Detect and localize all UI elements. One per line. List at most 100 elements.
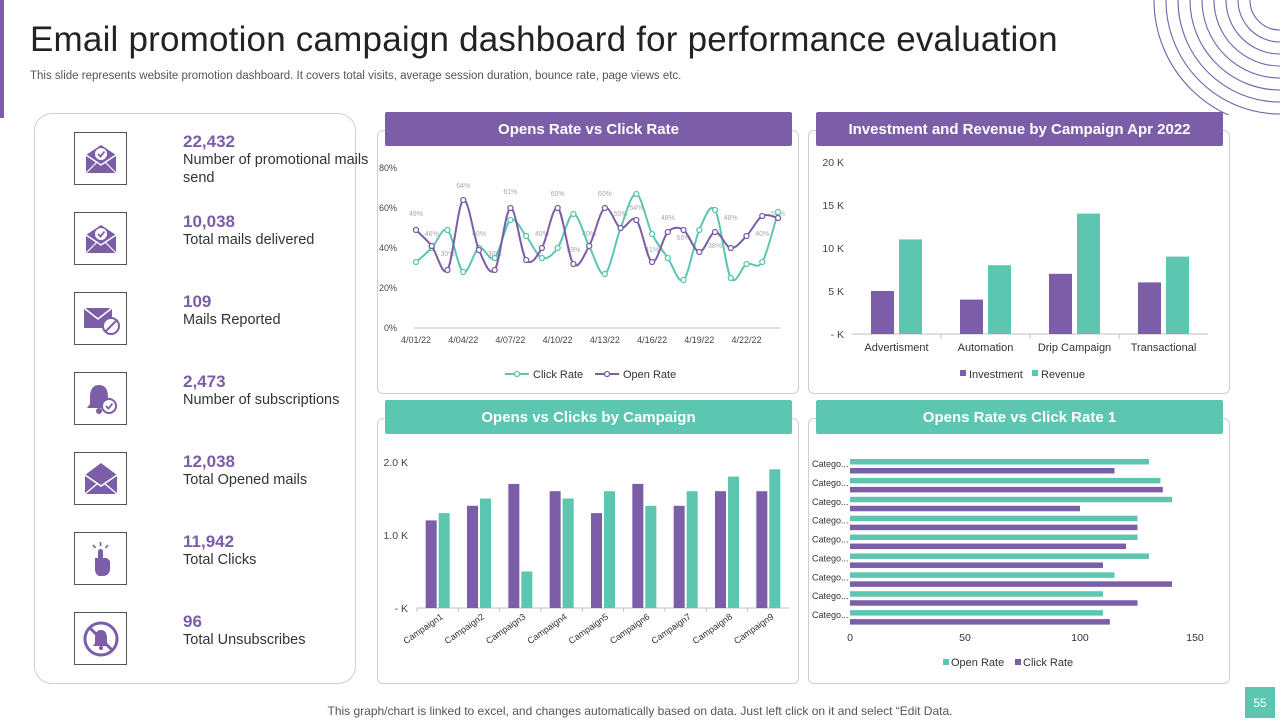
x-tick-label: 4/04/22: [448, 335, 478, 345]
y-tick-label: 2.0 K: [383, 457, 408, 469]
data-point: [570, 210, 577, 218]
y-tick-label: 20%: [379, 283, 397, 293]
data-label: 40%: [582, 231, 596, 238]
bar: [960, 299, 983, 334]
bar: [850, 524, 1138, 531]
bar: [850, 581, 1172, 587]
kpi-icon-box: [74, 532, 127, 585]
open-envelope-icon: [84, 462, 117, 495]
data-label: 30%: [488, 251, 502, 258]
kpi-label: Total Opened mails: [183, 472, 308, 488]
bar: [850, 515, 1138, 522]
data-point: [601, 204, 609, 212]
kpi-label: Total Unsubscribes: [183, 632, 306, 648]
bar: [562, 498, 574, 608]
kpi-icon-box: [74, 452, 127, 505]
chart-header: Opens Rate vs Click Rate: [385, 112, 792, 146]
bar: [591, 513, 602, 608]
legend-marker: [513, 370, 521, 378]
legend-label: Revenue: [1041, 369, 1085, 381]
bar: [645, 505, 657, 608]
y-tick-label: 0%: [384, 323, 397, 333]
data-point: [696, 248, 703, 256]
chart-header: Investment and Revenue by Campaign Apr 2…: [816, 112, 1223, 146]
x-tick-label: Campaign6: [608, 611, 651, 646]
bar: [899, 239, 922, 334]
data-label: 41%: [645, 247, 659, 254]
bar: [850, 534, 1138, 541]
x-tick-label: 150: [1186, 632, 1204, 644]
y-tick-label: Catego...: [812, 610, 849, 620]
kpi-unsubscribes: 96 Total Unsubscribes: [74, 612, 384, 672]
data-point: [538, 254, 546, 262]
bar: [438, 513, 450, 608]
y-tick-label: 20 K: [822, 157, 844, 169]
data-point: [507, 204, 514, 212]
x-tick-label: Automation: [958, 342, 1014, 354]
bar-chart-investment-revenue: - K 5 K 10 K 15 K 20 K Advertisment Automation…: [822, 157, 1208, 381]
footer-note: This graph/chart is linked to excel, and…: [327, 704, 953, 718]
bar: [850, 591, 1103, 597]
data-point: [523, 232, 530, 240]
legend-label: Click Rate: [1023, 657, 1073, 669]
legend-swatch: [960, 370, 966, 376]
bar: [686, 491, 698, 608]
kpi-label: Total mails delivered: [183, 232, 315, 248]
bar: [850, 477, 1161, 484]
bar: [756, 491, 768, 608]
data-point: [444, 226, 451, 234]
accent-bar: [0, 0, 4, 118]
x-tick-label: Advertisment: [864, 342, 928, 354]
bar-chart-opens-clicks: - K 1.0 K 2.0 K Campaign1Campaign2Campaign3…: [383, 457, 789, 646]
chart-header: Opens Rate vs Click Rate 1: [816, 400, 1223, 434]
kpi-value: 12,038: [183, 452, 235, 471]
bar: [988, 265, 1011, 334]
data-label: 40%: [535, 231, 549, 238]
y-tick-label: 10 K: [822, 243, 844, 255]
legend-label: Open Rate: [951, 657, 1004, 669]
kpi-icon-box: [74, 612, 127, 665]
y-tick-label: 80%: [379, 163, 397, 173]
data-label: 50%: [614, 211, 628, 218]
x-tick-label: Campaign2: [443, 611, 486, 646]
data-point: [554, 244, 561, 252]
bar: [1049, 273, 1072, 334]
bar: [604, 491, 615, 608]
page-title: Email promotion campaign dashboard for p…: [30, 20, 1058, 59]
bar: [850, 468, 1115, 474]
page-subtitle: This slide represents website promotion …: [30, 70, 682, 82]
data-point: [648, 258, 656, 266]
kpi-icon-box: [74, 212, 127, 265]
y-tick-label: Catego...: [812, 572, 849, 582]
data-point: [460, 268, 467, 276]
data-label: 30%: [440, 251, 454, 258]
data-label: 64%: [456, 183, 470, 190]
data-point: [633, 190, 640, 198]
kpi-label: Total Clicks: [183, 552, 257, 568]
data-point: [444, 266, 451, 274]
no-bell-icon: [83, 621, 118, 656]
bar: [850, 486, 1163, 493]
chart-header: Opens vs Clicks by Campaign: [385, 400, 792, 434]
data-point: [727, 244, 734, 252]
data-label: 60%: [551, 191, 565, 198]
data-label: 49%: [409, 211, 423, 218]
data-point: [428, 242, 435, 250]
data-point: [491, 254, 498, 262]
x-tick-label: Campaign7: [649, 611, 692, 646]
bar: [850, 505, 1080, 512]
data-point: [664, 228, 671, 236]
data-point: [460, 196, 467, 204]
x-tick-label: 4/01/22: [401, 335, 431, 345]
data-point: [680, 276, 687, 284]
kpi-subscriptions: 2,473 Number of subscriptions: [74, 372, 384, 432]
data-point: [774, 214, 782, 222]
y-tick-label: Catego...: [812, 478, 849, 488]
bar: [521, 571, 533, 608]
y-tick-label: 1.0 K: [383, 530, 408, 542]
x-tick-label: Campaign8: [691, 611, 734, 646]
bar: [871, 291, 894, 334]
x-tick-label: Campaign1: [401, 611, 444, 646]
data-point: [711, 206, 719, 214]
data-point: [774, 208, 782, 216]
